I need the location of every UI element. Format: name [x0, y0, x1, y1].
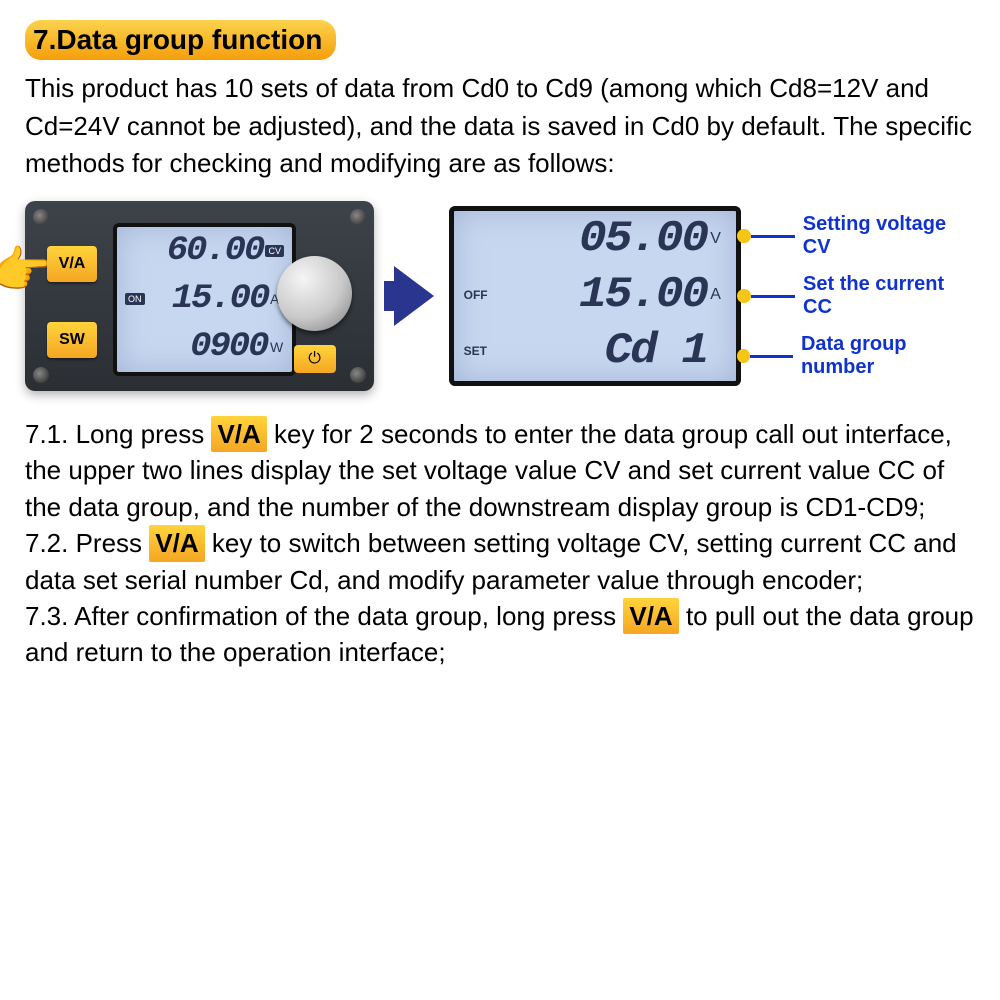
current-value: 15.00 [172, 280, 269, 318]
volt-unit: V [710, 230, 726, 248]
diagram-area: 👉 V/A SW 60.00 CV ON 15.00 A 0900 W ⏻ [25, 201, 975, 391]
power-value: 0900 [191, 328, 268, 366]
arrow-icon [384, 266, 439, 326]
device-illustration: 👉 V/A SW 60.00 CV ON 15.00 A 0900 W ⏻ [25, 201, 374, 391]
screw-icon [350, 367, 366, 383]
marker-dot-icon [737, 289, 751, 303]
cv-badge: CV [265, 245, 284, 257]
intro-paragraph: This product has 10 sets of data from Cd… [25, 70, 975, 183]
va-button: V/A [47, 246, 97, 282]
step-71a: 7.1. Long press [25, 419, 211, 449]
annotation-label: Set the current CC [803, 273, 975, 319]
blank-unit [710, 342, 726, 360]
sw-button: SW [47, 322, 97, 358]
on-indicator: ON [125, 293, 145, 305]
annotation-group: Data group number [751, 333, 975, 379]
annotation-label: Setting voltage CV [803, 213, 975, 259]
zoom-group: Cd 1 [604, 326, 707, 376]
annotation-cv: Setting voltage CV [751, 213, 975, 259]
annotation-label: Data group number [801, 333, 975, 379]
screw-icon [350, 209, 366, 225]
marker-dot-icon [737, 229, 751, 243]
watt-unit: W [270, 339, 284, 355]
device-screen: 60.00 CV ON 15.00 A 0900 W [113, 223, 296, 376]
va-key-badge: V/A [149, 525, 204, 561]
voltage-value: 60.00 [167, 232, 264, 270]
step-73a: 7.3. After confirmation of the data grou… [25, 601, 623, 631]
annotation-cc: Set the current CC [751, 273, 975, 319]
va-key-badge: V/A [623, 598, 678, 634]
leader-line [751, 235, 795, 238]
rotary-knob [277, 256, 352, 331]
annotations: Setting voltage CV Set the current CC Da… [751, 206, 975, 386]
power-button: ⏻ [294, 345, 336, 373]
amp-unit: A [710, 286, 726, 304]
instruction-text: 7.1. Long press V/A key for 2 seconds to… [25, 416, 975, 671]
va-key-badge: V/A [211, 416, 266, 452]
set-indicator: SET [464, 344, 487, 358]
hand-pointer-icon: 👉 [0, 241, 52, 300]
off-indicator: OFF [464, 288, 488, 302]
leader-line [751, 295, 795, 298]
screw-icon [33, 209, 49, 225]
marker-dot-icon [737, 349, 750, 363]
zoom-voltage: 05.00 [579, 214, 707, 264]
section-title: 7.Data group function [25, 20, 336, 60]
zoom-screen: 05.00 V OFF 15.00 A SET Cd 1 [449, 206, 742, 386]
leader-line [750, 355, 792, 358]
zoom-current: 15.00 [579, 270, 707, 320]
screw-icon [33, 367, 49, 383]
step-72a: 7.2. Press [25, 528, 149, 558]
